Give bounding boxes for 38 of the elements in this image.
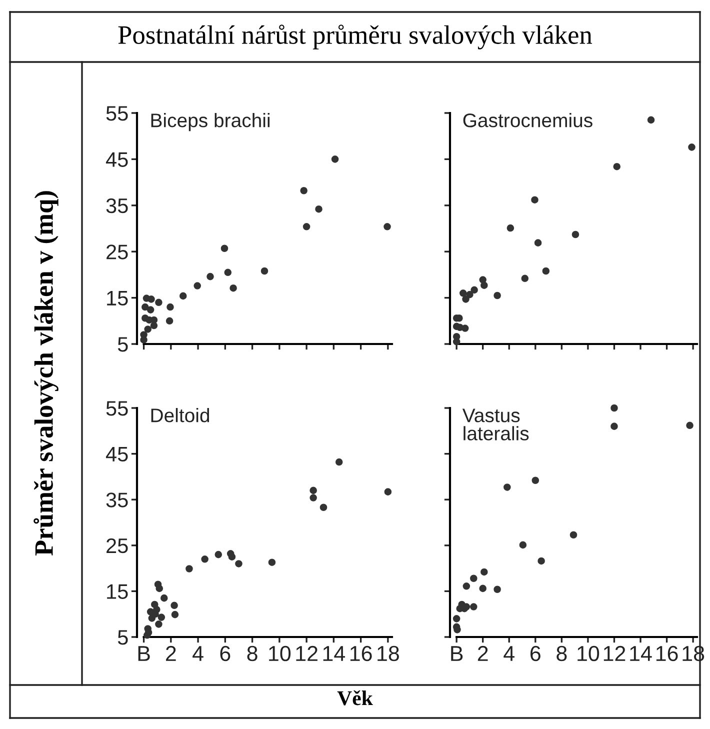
x-tick-label: 16: [656, 646, 678, 662]
chart-title: Deltoid: [151, 408, 210, 422]
y-tick-label: 25: [106, 244, 128, 260]
x-tick-label: 12: [296, 646, 318, 661]
x-tick-label: 18: [378, 646, 399, 662]
x-tick-label: 4: [504, 646, 514, 661]
y-tick-label: 55: [106, 106, 128, 121]
y-axis-title: Průměr svalových vláken v (mq): [34, 191, 58, 556]
x-tick-label: 2: [166, 646, 176, 661]
x-tick-label: 4: [192, 646, 204, 661]
y-tick-label: 45: [106, 152, 128, 167]
x-tick-label: 16: [350, 646, 372, 662]
y-tick-label: 45: [106, 447, 128, 462]
y-tick-label: 15: [107, 584, 128, 599]
x-tick-label: 6: [530, 646, 540, 662]
y-tick-label: 5: [118, 630, 128, 645]
y-tick-label: 25: [106, 538, 128, 554]
y-tick-label: 55: [106, 401, 128, 416]
chart-title: Gastrocnemius: [463, 113, 592, 128]
x-tick-label: 14: [323, 646, 346, 661]
y-tick-label: 35: [106, 492, 128, 508]
x-tick-label: 14: [630, 646, 652, 661]
y-tick-label: 5: [118, 337, 128, 352]
x-tick-label: 8: [247, 646, 258, 662]
x-tick-label: B: [451, 646, 463, 661]
y-tick-label: 35: [106, 198, 128, 214]
x-tick-label: 10: [578, 646, 600, 662]
x-axis-title: Věk: [337, 690, 373, 706]
x-tick-label: 10: [269, 646, 291, 662]
x-tick-label: 8: [556, 646, 567, 662]
chart-title: Biceps brachii: [151, 113, 270, 132]
x-tick-label: B: [138, 646, 150, 661]
y-tick-label: 15: [107, 291, 128, 306]
x-tick-label: 2: [478, 646, 488, 661]
x-tick-label: 6: [220, 646, 230, 662]
x-tick-label: 12: [604, 646, 626, 661]
chart-title: Vastus lateralis: [462, 408, 529, 440]
text: Postnatální nárůst průměru svalových vláken: [118, 24, 592, 50]
